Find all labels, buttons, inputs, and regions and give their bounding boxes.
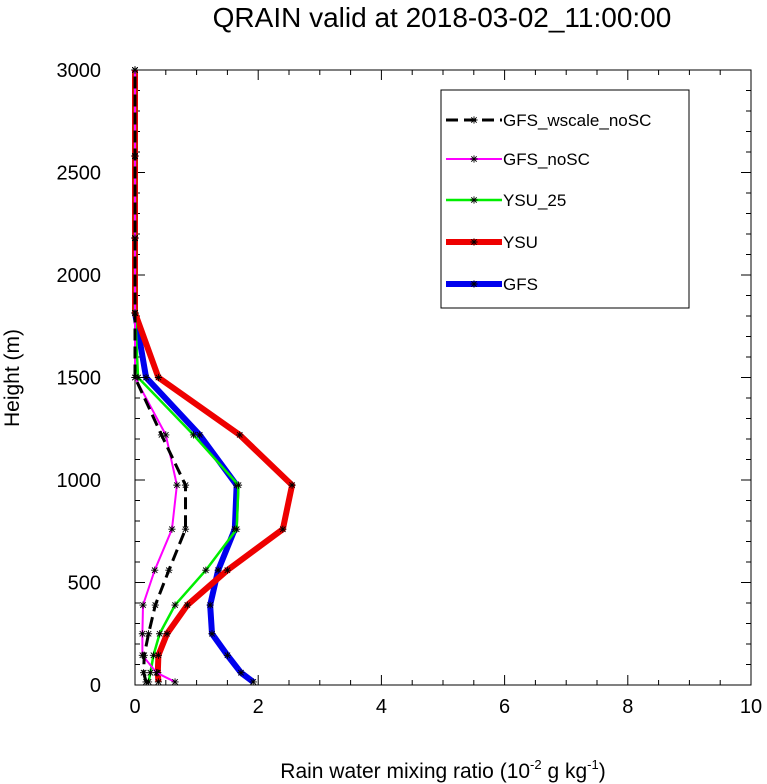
- x-tick-labels: 0 2 4 6 8 10: [129, 696, 762, 718]
- legend-marker: [470, 155, 478, 163]
- data-point: [144, 630, 153, 638]
- y-tick-label: 1500: [57, 368, 102, 390]
- data-point: [163, 630, 171, 638]
- data-point: [202, 566, 210, 574]
- data-point: [131, 373, 139, 382]
- data-point: [279, 525, 287, 533]
- data-point: [131, 234, 139, 242]
- data-point: [206, 601, 214, 609]
- series-line-gfs-wscale-nosc: [133, 70, 188, 683]
- legend-entry-gfs-wscale-nosc: GFS_wscale_noSC: [446, 111, 651, 130]
- data-point: [183, 601, 191, 609]
- legend-marker: [470, 238, 478, 246]
- data-point: [146, 669, 154, 677]
- data-point: [171, 678, 179, 686]
- y-tick-label: 1000: [57, 470, 102, 492]
- legend-label: GFS_noSC: [503, 150, 590, 169]
- data-point: [131, 309, 139, 317]
- data-point: [173, 481, 181, 489]
- data-point: [236, 431, 244, 439]
- data-point: [154, 373, 163, 382]
- legend-label: YSU: [503, 233, 538, 252]
- data-point: [140, 669, 148, 677]
- data-point: [237, 669, 245, 677]
- x-axis-label: Rain water mixing ratio (10-2 g kg-1): [280, 757, 605, 783]
- x-tick-label: 4: [376, 696, 387, 718]
- chart-title: QRAIN valid at 2018-03-02_11:00:00: [213, 2, 672, 33]
- legend-box: [440, 89, 690, 309]
- x-tick-label: 0: [129, 696, 140, 718]
- x-tick-label: 10: [740, 696, 762, 718]
- legend-label: YSU_25: [503, 191, 566, 210]
- y-tick-label: 500: [68, 573, 101, 595]
- series-line-gfs: [132, 70, 256, 685]
- data-point: [162, 431, 170, 439]
- data-point: [181, 525, 190, 533]
- data-point: [154, 678, 163, 686]
- data-point: [157, 431, 166, 439]
- series-gfs: [131, 66, 257, 686]
- legend-marker: [470, 116, 478, 124]
- data-point: [131, 66, 139, 74]
- legend-entry-ysu-25: YSU_25: [446, 191, 566, 210]
- legend-label: GFS: [503, 275, 538, 294]
- legend-entry-gfs-nosc: GFS_noSC: [446, 150, 590, 169]
- data-point: [154, 651, 163, 659]
- y-tick-label: 2000: [57, 265, 102, 287]
- data-point: [208, 630, 216, 638]
- data-point: [288, 481, 296, 489]
- data-point: [151, 601, 159, 609]
- legend-marker: [470, 196, 478, 204]
- data-point: [142, 678, 150, 686]
- data-point: [152, 669, 161, 677]
- data-point: [223, 566, 231, 574]
- data-point: [223, 651, 231, 659]
- data-point: [140, 651, 148, 659]
- data-point: [151, 566, 159, 574]
- series-line-ysu-25: [133, 70, 240, 683]
- y-tick-label: 0: [90, 675, 101, 697]
- series-gfs-wscale-nosc: [131, 66, 190, 686]
- legend-label: GFS_wscale_noSC: [503, 111, 651, 130]
- data-point: [168, 525, 176, 533]
- data-point: [139, 601, 147, 609]
- legend-entry-gfs: GFS: [446, 275, 538, 294]
- data-point: [181, 481, 190, 489]
- data-point: [189, 431, 198, 439]
- legend-marker: [470, 280, 478, 288]
- y-tick-label: 3000: [57, 60, 102, 82]
- data-point: [214, 566, 222, 574]
- data-point: [131, 152, 139, 160]
- y-tick-label: 2500: [57, 163, 102, 185]
- data-point: [142, 373, 150, 382]
- x-tick-label: 2: [253, 696, 264, 718]
- legend: GFS_wscale_noSC GFS_noSC YSU_25 YSU GFS: [446, 111, 651, 294]
- data-point: [234, 481, 243, 489]
- data-point: [196, 431, 204, 439]
- data-point: [249, 678, 257, 686]
- x-tick-label: 8: [622, 696, 633, 718]
- legend-entry-ysu: YSU: [446, 233, 538, 252]
- data-point: [138, 630, 146, 638]
- data-point: [233, 525, 241, 533]
- x-tick-label: 6: [499, 696, 510, 718]
- data-point: [156, 630, 164, 638]
- series-lines: [131, 66, 296, 686]
- data-point: [165, 566, 173, 574]
- data-point: [171, 601, 179, 609]
- data-point: [149, 651, 158, 659]
- y-axis-label: Height (m): [1, 329, 24, 427]
- y-tick-labels: 0 500 1000 1500 2000 2500 3000: [57, 60, 102, 697]
